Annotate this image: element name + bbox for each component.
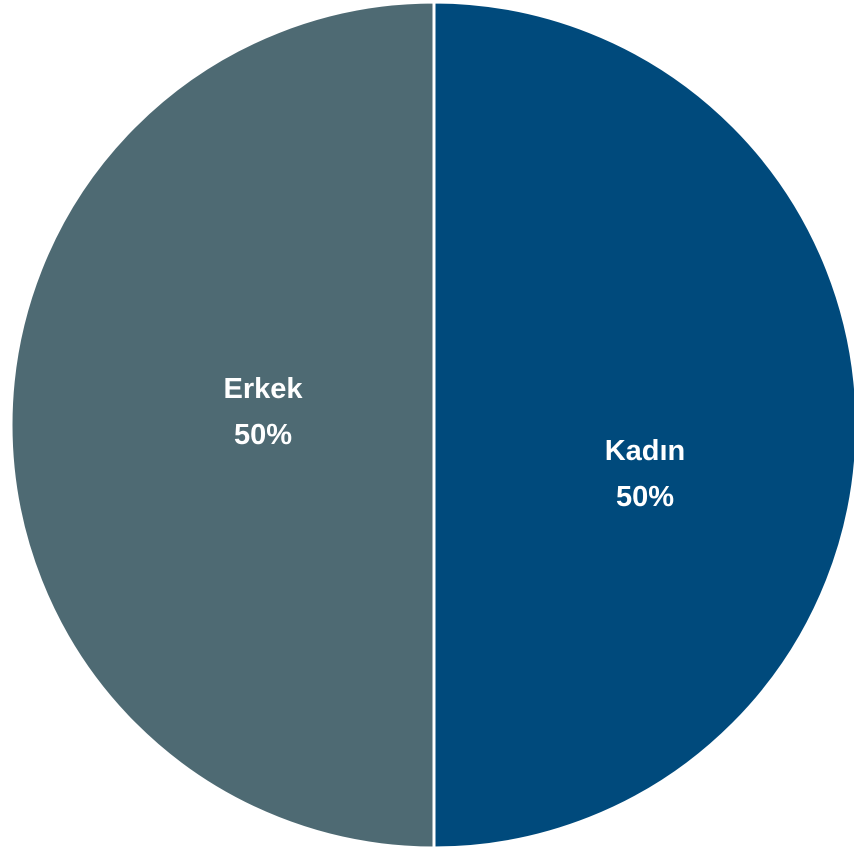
slice-label-1: Erkek 50%	[223, 373, 303, 451]
slice-value-label: 50%	[234, 419, 292, 451]
slice-value-label: 50%	[616, 481, 674, 513]
pie-slice-0	[432, 0, 854, 850]
slice-label-0: Kadın 50%	[605, 435, 686, 513]
pie-slice-1	[9, 0, 436, 850]
slice-category-label: Erkek	[223, 373, 303, 405]
slice-category-label: Kadın	[605, 435, 686, 467]
